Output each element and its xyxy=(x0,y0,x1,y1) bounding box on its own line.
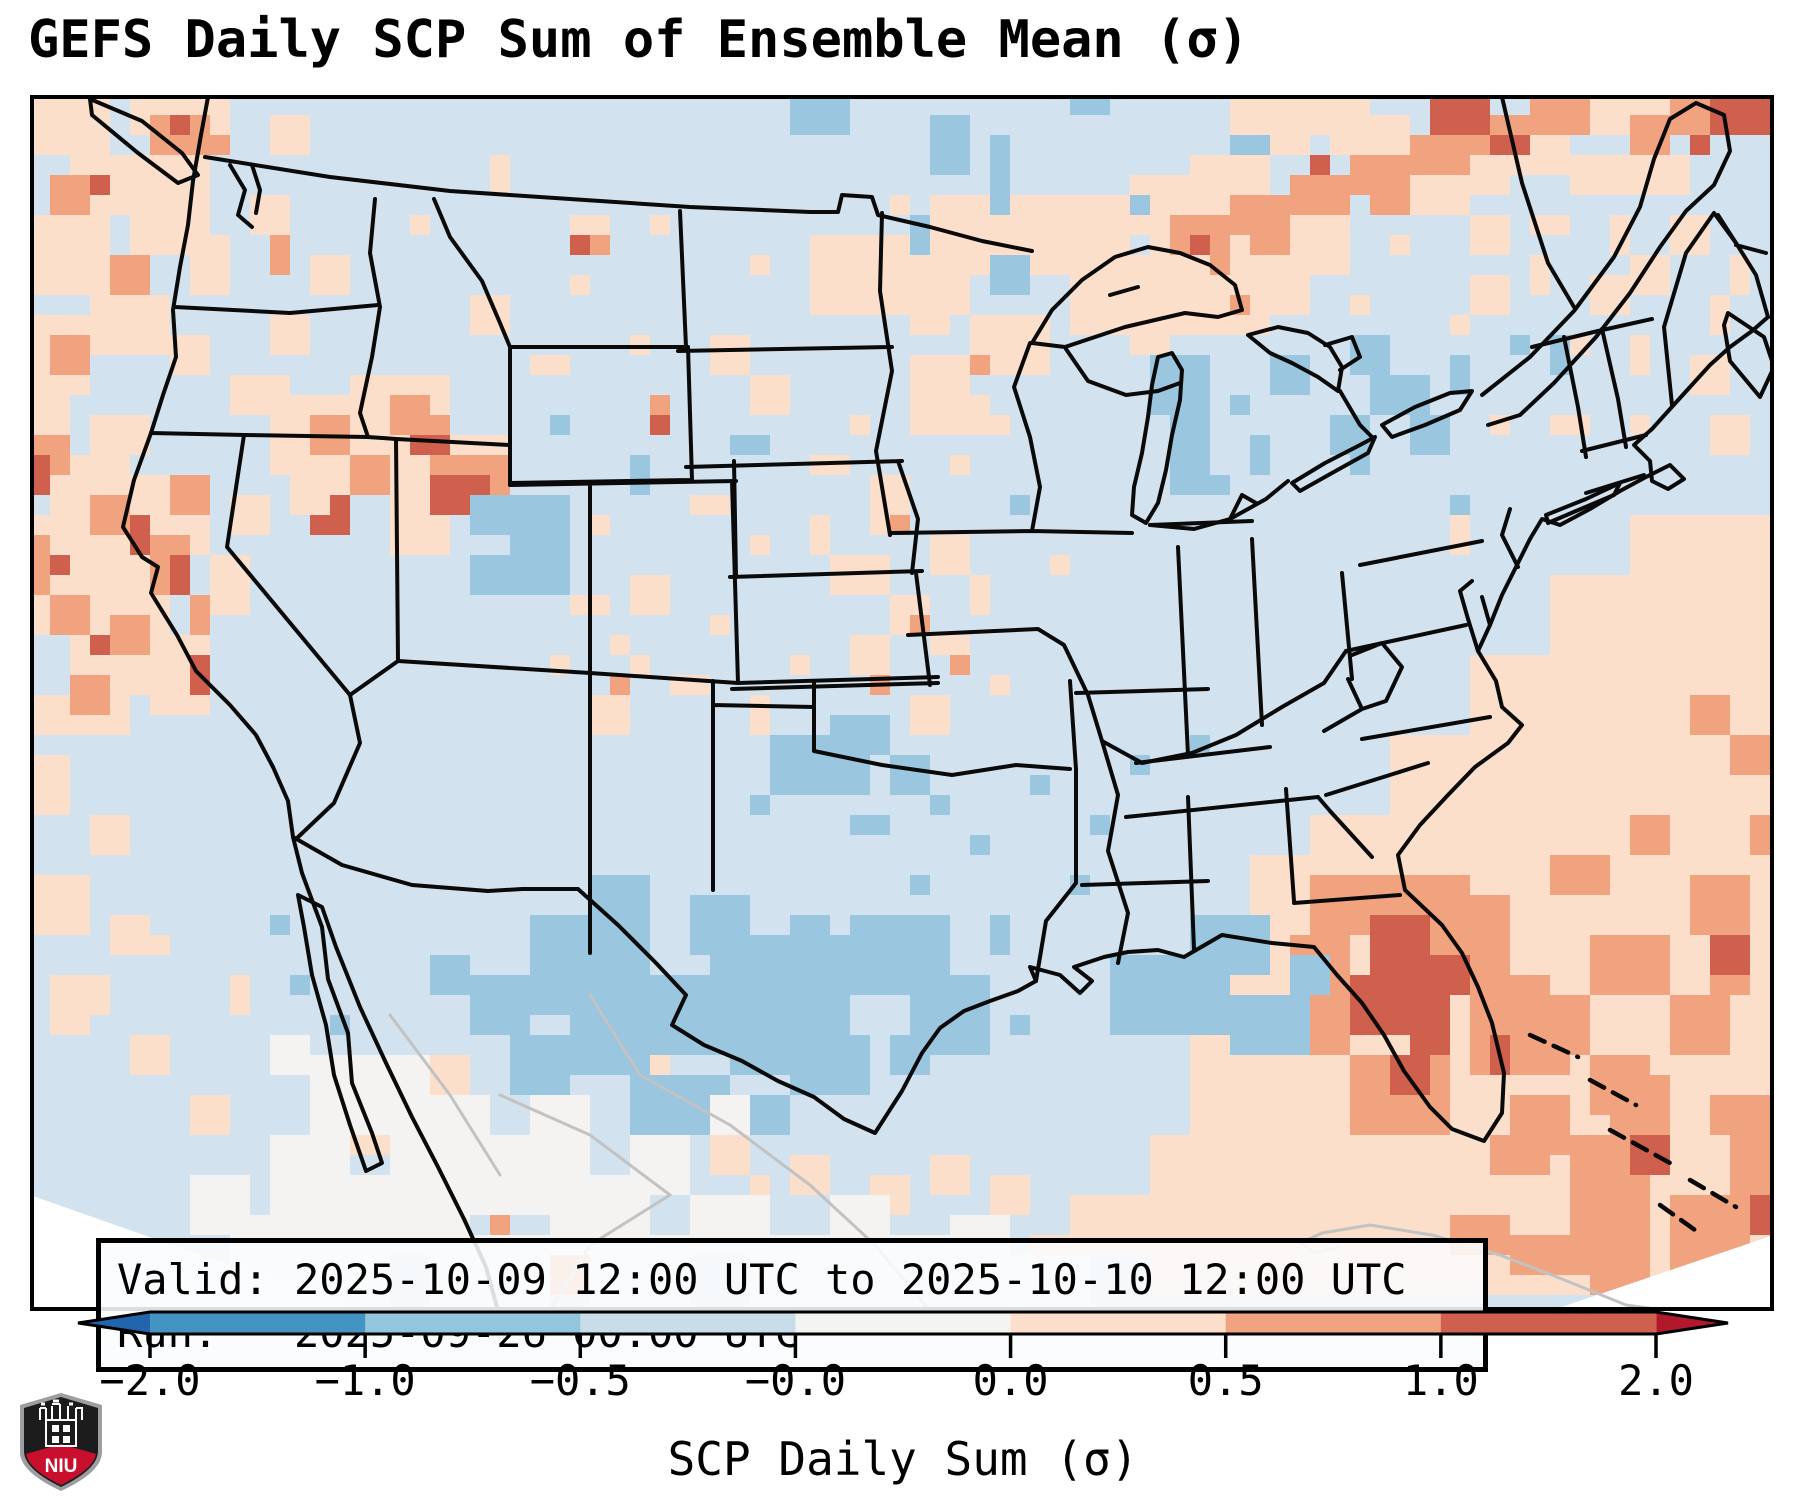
colorbar-tick-label: −2.0 xyxy=(99,1356,201,1405)
colorbar-tick-label: 0.5 xyxy=(1187,1356,1264,1405)
colorbar-tick-label: 0.0 xyxy=(972,1356,1049,1405)
niu-logo: NIU xyxy=(20,1393,102,1491)
colorbar-tick-label: 2.0 xyxy=(1618,1356,1694,1405)
castle-icon xyxy=(39,1399,83,1447)
colorbar-tick-label: 1.0 xyxy=(1402,1356,1479,1405)
colorbar-axis-label: SCP Daily Sum (σ) xyxy=(667,1432,1139,1486)
niu-logo-text: NIU xyxy=(45,1456,78,1477)
coast-and-state-boundaries xyxy=(88,95,1774,1311)
figure-title: GEFS Daily SCP Sum of Ensemble Mean (σ) xyxy=(28,10,1249,70)
us-map-svg xyxy=(30,95,1774,1311)
colorbar xyxy=(77,1310,1729,1358)
colorbar-tick-label: −0.5 xyxy=(529,1356,631,1405)
info-box: Valid: 2025-10-09 12:00 UTC to 2025-10-1… xyxy=(96,1238,1488,1372)
valid-time-text: Valid: 2025-10-09 12:00 UTC to 2025-10-1… xyxy=(117,1255,1407,1304)
colorbar-tick-label: −0.0 xyxy=(744,1356,846,1405)
shield-red-chevron xyxy=(26,1444,96,1485)
map-canvas: Valid: 2025-10-09 12:00 UTC to 2025-10-1… xyxy=(30,95,1774,1372)
colorbar-tick-label: −1.0 xyxy=(314,1356,416,1405)
